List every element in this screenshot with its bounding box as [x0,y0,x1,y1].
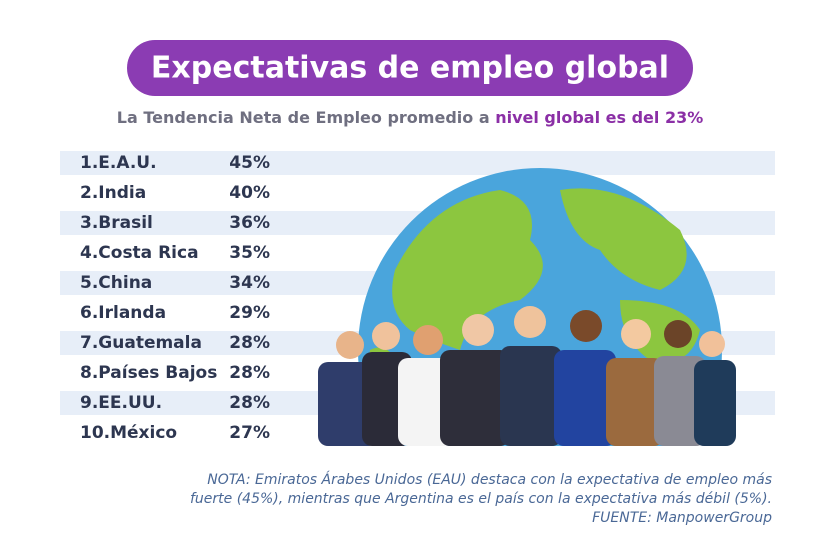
percentage: 28% [229,333,270,353]
title: Expectativas de empleo global [151,51,669,86]
country: 7.Guatemala [80,333,202,353]
percentage: 29% [229,303,270,323]
percentage: 35% [229,243,270,263]
subtitle-highlight: nivel global es del 23% [495,108,703,127]
note-line: FUENTE: ManpowerGroup [592,510,772,526]
country: 8.Países Bajos [80,363,217,383]
title-pill [127,40,693,96]
country: 5.China [80,273,152,293]
percentage: 28% [229,363,270,383]
percentage: 34% [229,273,270,293]
country: 4.Costa Rica [80,243,199,263]
note-line: NOTA: Emiratos Árabes Unidos (EAU) desta… [207,471,772,488]
percentage: 27% [229,423,270,443]
subtitle: La Tendencia Neta de Empleo promedio a n… [117,108,703,127]
note-line: fuerte (45%), mientras que Argentina es … [190,491,772,507]
country: 2.India [80,183,146,203]
country: 1.E.A.U. [80,153,157,173]
country: 3.Brasil [80,213,153,233]
percentage: 36% [229,213,270,233]
country: 6.Irlanda [80,303,166,323]
percentage: 28% [229,393,270,413]
row-band [60,151,775,175]
country: 10.México [80,423,177,443]
subtitle-text: La Tendencia Neta de Empleo promedio a [117,108,495,127]
percentage: 40% [229,183,270,203]
note: NOTA: Emiratos Árabes Unidos (EAU) desta… [190,471,772,526]
ranking-table: 1.E.A.U. 45% 2.India 40% 3.Brasil 36% 4.Costa … [80,153,270,443]
people [318,306,736,446]
percentage: 45% [229,153,270,173]
country: 9.EE.UU. [80,393,162,413]
